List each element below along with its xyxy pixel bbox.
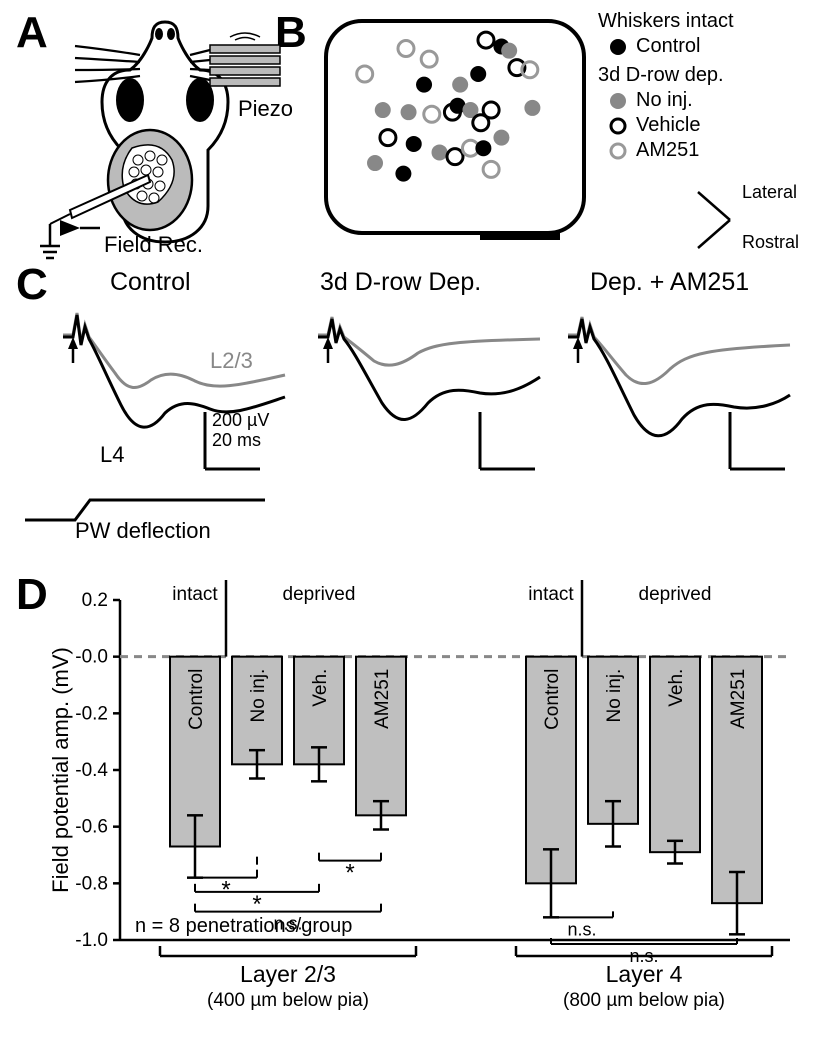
compass-rostral: Rostral [742, 232, 799, 253]
legend-marker-am251 [608, 141, 628, 161]
legend-noinj: No inj. [636, 89, 693, 112]
c-scale-uv: 200 µV [212, 410, 269, 431]
svg-text:(800 µm below pia): (800 µm below pia) [563, 990, 725, 1011]
fieldrec-label: Field Rec. [104, 232, 203, 258]
svg-text:No inj.: No inj. [604, 669, 625, 723]
svg-text:intact: intact [528, 584, 574, 605]
svg-text:intact: intact [172, 584, 218, 605]
svg-text:Control: Control [542, 669, 563, 730]
svg-text:Veh.: Veh. [666, 669, 687, 707]
panel-A-svg [40, 10, 290, 260]
svg-text:Field potential amp. (mV): Field potential amp. (mV) [50, 647, 73, 893]
svg-text:Control: Control [186, 669, 207, 730]
svg-text:*: * [221, 877, 230, 904]
svg-text:-0.0: -0.0 [75, 647, 108, 668]
legend-marker-noinj [608, 91, 628, 111]
svg-text:AM251: AM251 [728, 669, 749, 729]
c-scalebar-3 [720, 404, 810, 484]
c-l4-label: L4 [100, 442, 124, 468]
svg-text:(400 µm below pia): (400 µm below pia) [207, 990, 369, 1011]
svg-text:0.2: 0.2 [82, 590, 108, 611]
svg-text:Layer 2/3: Layer 2/3 [240, 961, 336, 987]
svg-text:-0.4: -0.4 [75, 760, 108, 781]
panel-label-C: C [16, 260, 48, 310]
svg-text:n = 8 penetrations/group: n = 8 penetrations/group [135, 915, 352, 937]
svg-text:*: * [345, 860, 354, 887]
panel-D-svg: -1.0 -0.8 -0.6 -0.4 -0.2 -0.0 0.2 Field potenti… [50, 580, 810, 1040]
svg-text:AM251: AM251 [372, 669, 393, 729]
svg-text:deprived: deprived [283, 584, 356, 605]
svg-text:-0.6: -0.6 [75, 817, 108, 838]
svg-text:*: * [252, 891, 261, 918]
c-l23-label: L2/3 [210, 348, 253, 374]
panel-B-legend: Whiskers intact Control 3d D-row dep. No… [598, 10, 813, 164]
svg-text:Layer 4: Layer 4 [606, 961, 683, 987]
legend-control: Control [636, 35, 700, 58]
svg-text:-0.8: -0.8 [75, 873, 108, 894]
piezo-label: Piezo [238, 96, 293, 122]
svg-text:n.s.: n.s. [567, 919, 596, 939]
svg-text:-1.0: -1.0 [75, 930, 108, 951]
c-pw-label: PW deflection [75, 518, 211, 544]
c-title-control: Control [110, 268, 191, 297]
legend-header-intact: Whiskers intact [598, 10, 813, 33]
panel-B-scalebar [480, 232, 560, 240]
svg-text:deprived: deprived [639, 584, 712, 605]
legend-marker-control [608, 37, 628, 57]
c-scale-ms: 20 ms [212, 430, 261, 451]
legend-am251: AM251 [636, 139, 699, 162]
legend-header-dep: 3d D-row dep. [598, 64, 813, 87]
legend-marker-vehicle [608, 116, 628, 136]
c-title-dep: 3d D-row Dep. [320, 268, 481, 297]
c-title-am251: Dep. + AM251 [590, 268, 749, 297]
panel-B-svg [320, 15, 590, 255]
panel-label-D: D [16, 570, 48, 620]
c-scalebar-2 [470, 404, 560, 484]
legend-vehicle: Vehicle [636, 114, 701, 137]
svg-text:No inj.: No inj. [248, 669, 269, 723]
svg-text:Veh.: Veh. [310, 669, 331, 707]
svg-text:-0.2: -0.2 [75, 703, 108, 724]
compass-lateral: Lateral [742, 182, 797, 203]
